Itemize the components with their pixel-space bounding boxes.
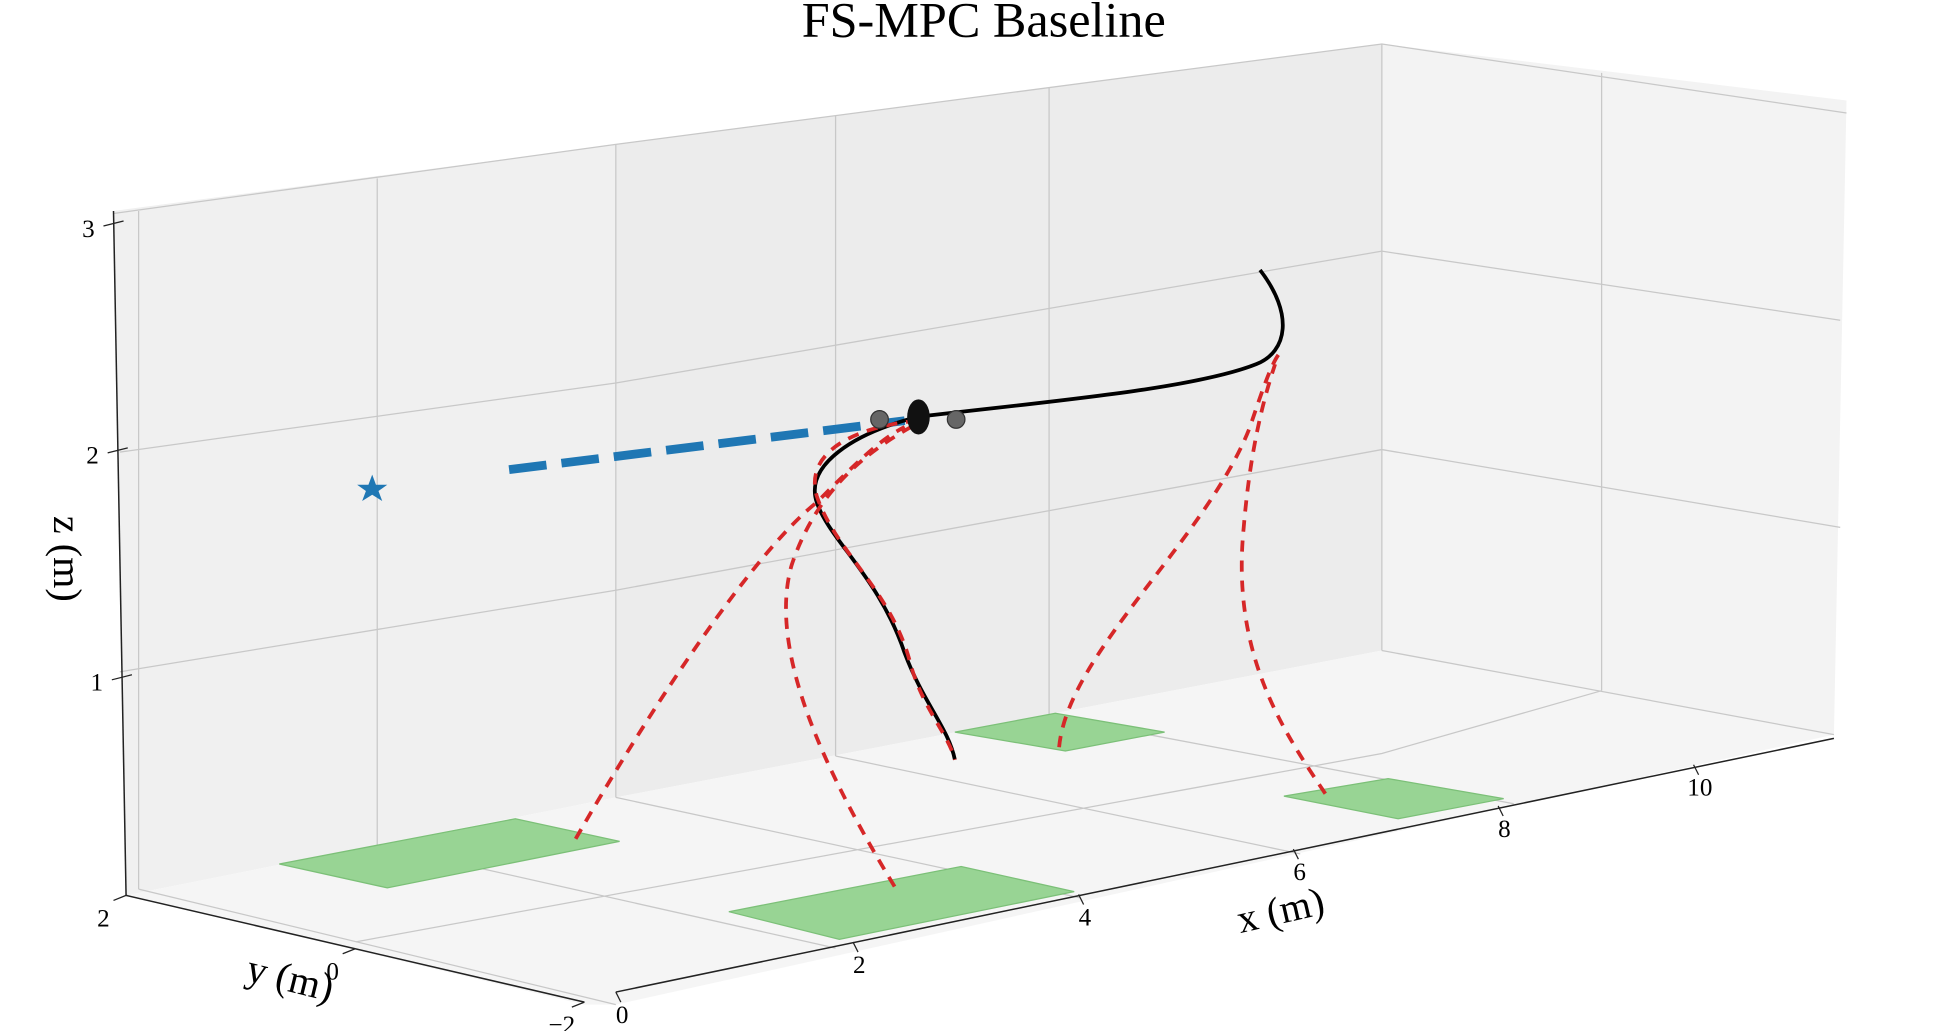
x-tick-label: 8	[1498, 816, 1511, 843]
x-tick	[1292, 848, 1299, 860]
x-tick	[615, 991, 622, 1003]
z-tick	[107, 447, 128, 454]
foothold	[1283, 777, 1504, 820]
robot-foot	[946, 410, 966, 429]
z-tick	[111, 674, 133, 681]
x-tick-label: 0	[616, 1002, 629, 1029]
trajectories	[357, 268, 1327, 888]
grid-horizontal	[113, 43, 1847, 673]
x-tick	[1078, 894, 1085, 905]
goal-star	[357, 474, 388, 502]
z-axis-line	[112, 210, 127, 896]
y-tick	[113, 894, 127, 901]
x-tick-label: 2	[853, 952, 866, 979]
z-tick-label: 2	[86, 443, 99, 470]
y-tick	[571, 1001, 585, 1008]
x-axis-line	[615, 737, 1835, 993]
y-tick-label: −2	[548, 1012, 575, 1031]
x-tick-label: 10	[1687, 775, 1712, 802]
robot-foot	[870, 410, 889, 429]
z-tick	[103, 220, 124, 227]
foot-path	[1057, 353, 1281, 748]
y-tick-label: 0	[326, 959, 339, 986]
left-pane	[113, 144, 616, 896]
grid-floor	[138, 649, 1835, 1006]
y-axis-label: y (m)	[242, 945, 338, 1010]
foot-path	[784, 425, 912, 888]
z-tick-label: 3	[82, 216, 95, 243]
z-tick-label: 1	[90, 670, 103, 697]
foothold	[728, 865, 1075, 940]
foot-path	[813, 418, 957, 761]
body-trajectory	[813, 268, 1285, 761]
x-tick	[1693, 764, 1700, 776]
back-pane	[615, 43, 1382, 798]
foot-path	[1239, 363, 1327, 795]
ticks: 0 2 4 6 8 10 2 0 −2 1 2 3	[82, 216, 1712, 1031]
footholds	[279, 712, 1504, 940]
y-tick	[342, 948, 356, 955]
y-tick-label: 2	[97, 905, 110, 932]
z-axis-label: z (m)	[45, 516, 90, 602]
x-tick-label: 6	[1293, 859, 1306, 886]
x-tick	[852, 941, 859, 953]
reference-path	[508, 416, 906, 475]
x-tick-label: 4	[1079, 904, 1092, 931]
chart-title: FS-MPC Baseline	[802, 0, 1166, 48]
x-tick	[1497, 805, 1504, 817]
robot-body	[907, 399, 930, 435]
right-pane	[1381, 43, 1847, 735]
foothold	[279, 818, 620, 889]
foothold	[954, 712, 1165, 752]
foot-path	[574, 425, 906, 840]
x-axis-label: x (m)	[1232, 878, 1328, 942]
grid-lines	[113, 43, 1847, 1006]
